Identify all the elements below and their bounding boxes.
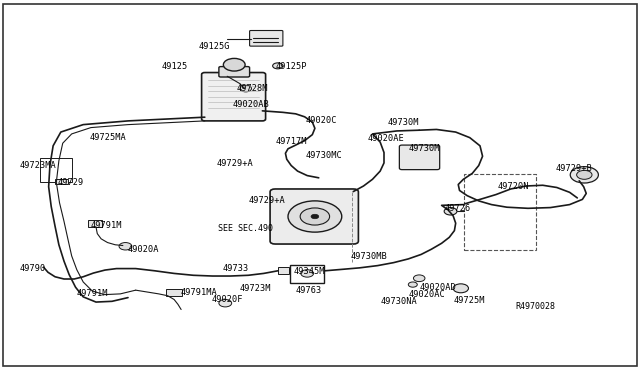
FancyBboxPatch shape xyxy=(219,67,250,77)
Circle shape xyxy=(570,167,598,183)
Bar xyxy=(40,158,72,182)
FancyBboxPatch shape xyxy=(202,73,266,121)
Circle shape xyxy=(273,63,283,69)
Text: 49720N: 49720N xyxy=(498,182,529,190)
Text: 49020AB: 49020AB xyxy=(232,100,269,109)
Text: 49730MB: 49730MB xyxy=(351,252,387,261)
Circle shape xyxy=(301,270,314,277)
Text: 49730MC: 49730MC xyxy=(306,151,342,160)
Text: 49723MA: 49723MA xyxy=(19,161,56,170)
Circle shape xyxy=(288,201,342,232)
FancyBboxPatch shape xyxy=(270,189,358,244)
Text: 49790: 49790 xyxy=(19,264,45,273)
Text: 49730M: 49730M xyxy=(408,144,440,153)
FancyBboxPatch shape xyxy=(250,31,283,46)
FancyBboxPatch shape xyxy=(399,145,440,170)
Circle shape xyxy=(300,208,330,225)
Text: 49723M: 49723M xyxy=(240,284,271,293)
Text: R4970028: R4970028 xyxy=(515,302,556,311)
Bar xyxy=(290,265,324,283)
Circle shape xyxy=(223,58,245,71)
Bar xyxy=(464,174,536,250)
Text: 49729+A: 49729+A xyxy=(216,159,253,168)
Text: 49725MA: 49725MA xyxy=(90,133,126,142)
Circle shape xyxy=(453,284,468,293)
Bar xyxy=(55,179,68,184)
Text: 49728M: 49728M xyxy=(237,84,268,93)
Text: 49729+A: 49729+A xyxy=(248,196,285,205)
Text: 49020AD: 49020AD xyxy=(419,283,456,292)
Text: 49729: 49729 xyxy=(58,178,84,187)
Text: SEE SEC.490: SEE SEC.490 xyxy=(218,224,273,233)
Text: 49020F: 49020F xyxy=(211,295,243,304)
Circle shape xyxy=(413,275,425,282)
Text: 49763: 49763 xyxy=(296,286,322,295)
Bar xyxy=(166,289,182,296)
Circle shape xyxy=(577,170,592,179)
Bar xyxy=(278,267,289,274)
Circle shape xyxy=(119,243,132,250)
Text: 49726: 49726 xyxy=(445,204,471,213)
Text: 49020AC: 49020AC xyxy=(408,290,445,299)
Circle shape xyxy=(219,299,232,307)
Text: 49125P: 49125P xyxy=(275,62,307,71)
Text: 49125G: 49125G xyxy=(198,42,230,51)
Circle shape xyxy=(240,85,252,92)
Circle shape xyxy=(444,208,457,215)
Text: 49725M: 49725M xyxy=(453,296,484,305)
Text: 49791M: 49791M xyxy=(77,289,108,298)
Text: 49791M: 49791M xyxy=(91,221,122,230)
Text: 49020AE: 49020AE xyxy=(368,134,404,143)
Text: 49020A: 49020A xyxy=(128,245,159,254)
Bar xyxy=(88,220,102,227)
Text: 49020C: 49020C xyxy=(306,116,337,125)
Text: 49791MA: 49791MA xyxy=(180,288,217,296)
Text: 49717M: 49717M xyxy=(275,137,307,146)
Text: 49729+B: 49729+B xyxy=(556,164,592,173)
Text: 49730M: 49730M xyxy=(388,118,419,127)
Text: 49733: 49733 xyxy=(223,264,249,273)
Circle shape xyxy=(408,282,417,287)
Text: 49125: 49125 xyxy=(162,62,188,71)
Text: 49345M: 49345M xyxy=(293,267,324,276)
Circle shape xyxy=(311,214,319,219)
Text: 49730NA: 49730NA xyxy=(381,297,417,306)
